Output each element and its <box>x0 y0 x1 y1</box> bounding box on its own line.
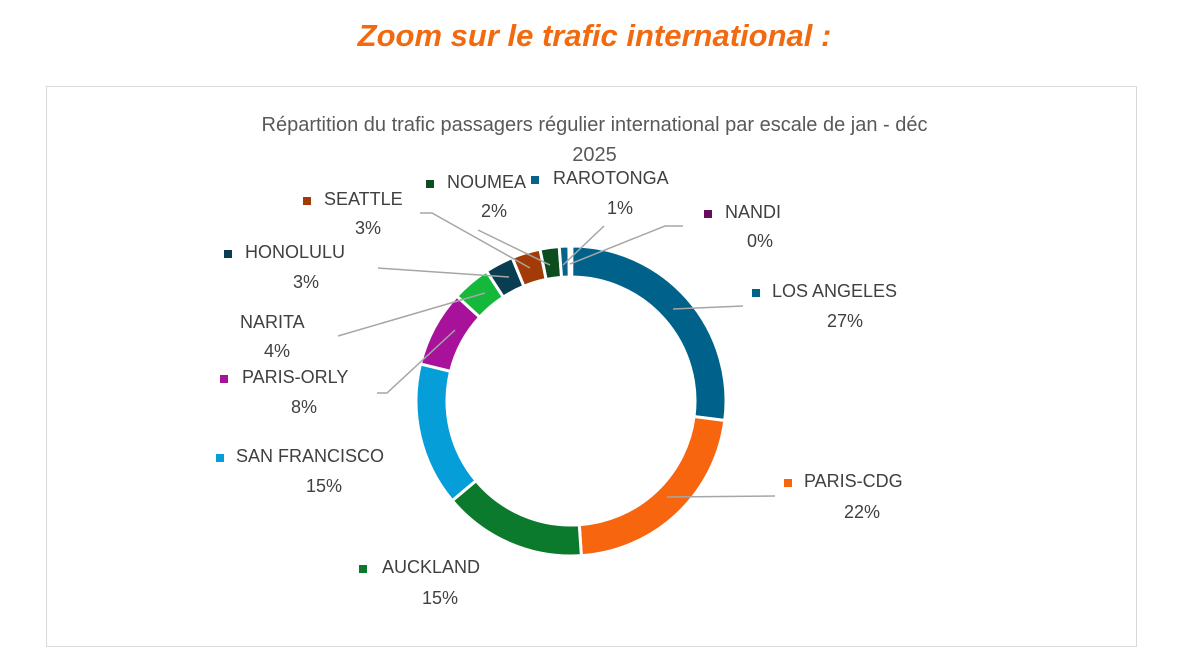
data-label-value-paris-cdg: 22% <box>843 502 881 522</box>
data-label-value-auckland: 15% <box>421 588 459 608</box>
data-label-name-narita: NARITA <box>240 312 305 332</box>
legend-marker-paris-cdg <box>784 479 792 487</box>
leader-line <box>562 225 605 266</box>
data-label-name-auckland: AUCKLAND <box>382 557 481 577</box>
legend-marker-nandi <box>704 210 712 218</box>
data-label-value-seattle: 3% <box>354 218 381 238</box>
leader-line <box>672 305 744 310</box>
data-label-name-rarotonga: RAROTONGA <box>553 168 669 188</box>
leader-line <box>477 229 551 266</box>
donut-slice-los-angeles <box>570 244 728 423</box>
data-label-value-narita: 4% <box>263 341 290 361</box>
data-label-value-noumea: 2% <box>480 201 507 221</box>
leader-line <box>569 225 683 265</box>
data-label-name-san-francisco: SAN FRANCISCO <box>236 446 385 466</box>
leader-line <box>420 212 531 269</box>
chart-title-line2: 2025 <box>572 144 617 166</box>
data-label-value-san-francisco: 15% <box>305 476 343 496</box>
donut-slice-nandi <box>567 244 574 279</box>
leader-line <box>337 292 486 337</box>
data-label-value-nandi: 0% <box>746 231 773 251</box>
chart-frame <box>46 86 1137 647</box>
donut-slice-san-francisco <box>414 362 479 503</box>
chart-title: Répartition du trafic passagers régulier… <box>0 110 1189 170</box>
legend-marker-noumea <box>426 180 434 188</box>
data-label-name-noumea: NOUMEA <box>447 172 527 192</box>
chart-title-line1: Répartition du trafic passagers régulier… <box>261 114 928 136</box>
leader-line <box>377 329 456 394</box>
data-label-value-los-angeles: 27% <box>826 311 864 331</box>
data-label-name-honolulu: HONOLULU <box>245 242 346 262</box>
legend-marker-seattle <box>303 197 311 205</box>
data-label-value-paris-orly: 8% <box>290 397 317 417</box>
legend-marker-paris-orly <box>220 375 228 383</box>
data-label-name-seattle: SEATTLE <box>324 189 403 209</box>
legend-marker-honolulu <box>224 250 232 258</box>
data-label-name-paris-orly: PARIS-ORLY <box>242 367 349 387</box>
data-label-value-honolulu: 3% <box>292 272 319 292</box>
donut-slice-paris-cdg <box>577 414 727 558</box>
donut-slice-auckland <box>450 478 583 558</box>
data-label-name-los-angeles: LOS ANGELES <box>772 281 898 301</box>
legend-marker-los-angeles <box>752 289 760 297</box>
legend-marker-rarotonga <box>531 176 539 184</box>
data-label-value-rarotonga: 1% <box>606 198 633 218</box>
legend-marker-san-francisco <box>216 454 224 462</box>
data-label-name-paris-cdg: PARIS-CDG <box>804 471 903 491</box>
leader-line <box>666 495 776 498</box>
section-heading: Zoom sur le trafic international : <box>357 18 832 53</box>
legend-marker-auckland <box>359 565 367 573</box>
leader-line <box>377 267 510 278</box>
data-label-name-nandi: NANDI <box>725 202 782 222</box>
